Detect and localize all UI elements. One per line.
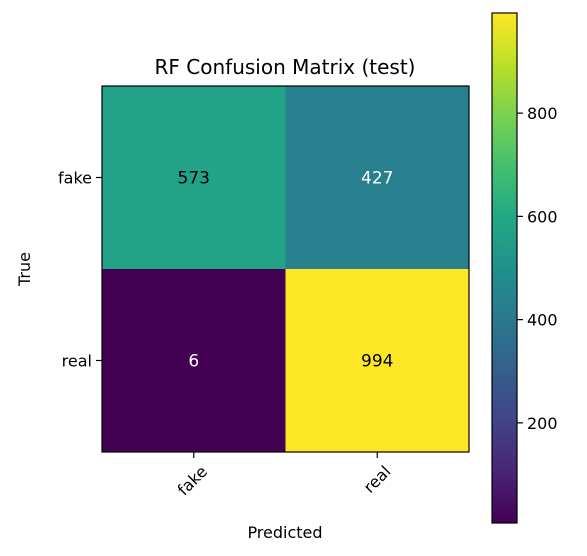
colorbar-tick-label: 600 xyxy=(527,207,558,226)
x-tick-label: real xyxy=(360,462,395,497)
cell-value-label: 573 xyxy=(178,169,210,189)
heatmap-cell xyxy=(285,86,470,270)
heatmap-cell xyxy=(102,86,286,270)
colorbar-tick-label: 800 xyxy=(527,104,558,123)
colorbar-tick-label: 400 xyxy=(527,311,558,330)
cell-value-label: 6 xyxy=(188,352,199,372)
y-tick-label: real xyxy=(62,352,92,371)
y-tick-label: fake xyxy=(58,169,92,188)
colorbar-ticks: 200 400 600 800 xyxy=(517,104,558,433)
x-tick-label: fake xyxy=(174,462,211,499)
y-axis-ticks: fake real xyxy=(58,169,102,371)
colorbar xyxy=(491,12,518,524)
heatmap-cell xyxy=(285,269,470,453)
x-axis-ticks: fake real xyxy=(174,452,395,499)
x-axis-label: Predicted xyxy=(247,523,322,542)
cell-value-label: 994 xyxy=(361,352,393,372)
chart-title: RF Confusion Matrix (test) xyxy=(155,55,416,79)
y-axis-label: True xyxy=(15,252,34,287)
plot-frame xyxy=(101,85,470,453)
cell-value-label: 427 xyxy=(361,169,393,189)
colorbar-tick-label: 200 xyxy=(527,414,558,433)
heatmap-cell xyxy=(102,269,286,453)
heatmap-cells: 573 427 6 994 xyxy=(102,86,470,453)
